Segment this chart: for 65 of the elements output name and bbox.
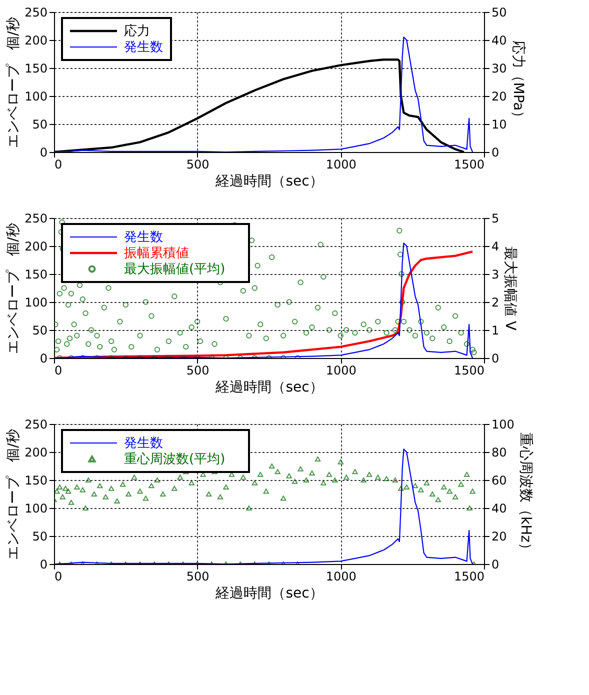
y2-tick-label: 40 bbox=[492, 502, 507, 516]
y2-tick-label: 40 bbox=[492, 34, 507, 48]
y2-tick-label: 3 bbox=[492, 268, 500, 282]
y2-tick-label: 1 bbox=[492, 324, 500, 338]
y2-tick-label: 60 bbox=[492, 474, 507, 488]
y-tick-label: 0 bbox=[40, 146, 48, 160]
y-tick-label: 250 bbox=[24, 6, 48, 20]
y2-tick-label: 10 bbox=[492, 118, 507, 132]
x-tick-label: 1500 bbox=[454, 158, 484, 172]
legend-label: 応力 bbox=[124, 23, 150, 39]
y-tick-label: 250 bbox=[24, 418, 48, 432]
y-tick-label: 0 bbox=[40, 352, 48, 366]
legend-label: 最大振幅値(平均) bbox=[124, 262, 226, 277]
x-tick-label: 1000 bbox=[326, 158, 356, 172]
legend-label: 発生数 bbox=[124, 436, 163, 451]
y-tick-label: 100 bbox=[24, 296, 48, 310]
x-axis-title: 経過時間（sec） bbox=[214, 586, 324, 602]
x-tick-label: 500 bbox=[186, 158, 210, 172]
y2-tick-label: 0 bbox=[492, 146, 500, 160]
y-tick-label: 200 bbox=[24, 34, 48, 48]
y2-tick-label: 30 bbox=[492, 62, 507, 76]
y2-axis-title: 重心周波数（kHz） bbox=[517, 432, 534, 556]
y2-tick-label: 5 bbox=[492, 212, 500, 226]
y-tick-label: 100 bbox=[24, 90, 48, 104]
y-axis-title: エンベロープ 個/秒 bbox=[6, 17, 22, 148]
x-tick-label: 1000 bbox=[326, 364, 356, 378]
y-tick-label: 150 bbox=[24, 474, 48, 488]
legend-label: 重心周波数(平均) bbox=[124, 451, 226, 467]
y2-tick-label: 2 bbox=[492, 296, 500, 310]
x-tick-label: 500 bbox=[186, 570, 210, 584]
x-tick-label: 0 bbox=[54, 158, 62, 172]
x-tick-label: 0 bbox=[54, 570, 62, 584]
line-series bbox=[54, 36, 474, 152]
y2-tick-label: 50 bbox=[492, 6, 507, 20]
y2-tick-label: 20 bbox=[492, 90, 507, 104]
y2-tick-label: 80 bbox=[492, 446, 507, 460]
y2-axis-title: 最大振幅値 V bbox=[502, 246, 518, 331]
y-tick-label: 50 bbox=[32, 324, 48, 338]
y2-tick-label: 100 bbox=[492, 418, 514, 432]
y-tick-label: 250 bbox=[24, 212, 48, 226]
x-tick-label: 500 bbox=[186, 364, 210, 378]
y-tick-label: 200 bbox=[24, 240, 48, 254]
x-axis-title: 経過時間（sec） bbox=[214, 174, 324, 190]
y-tick-label: 50 bbox=[32, 118, 48, 132]
x-tick-label: 1500 bbox=[454, 570, 484, 584]
y2-tick-label: 0 bbox=[492, 352, 500, 366]
x-tick-label: 1000 bbox=[326, 570, 356, 584]
x-tick-label: 0 bbox=[54, 364, 62, 378]
legend-label: 振幅累積値 bbox=[124, 246, 189, 261]
legend-label: 発生数 bbox=[124, 230, 163, 245]
y2-axis-title: 応力（MPa） bbox=[510, 40, 526, 125]
y-axis-title: エンベロープ 個/秒 bbox=[6, 223, 22, 354]
y-tick-label: 100 bbox=[24, 502, 48, 516]
y2-tick-label: 0 bbox=[492, 558, 500, 572]
y-axis-title: エンベロープ 個/秒 bbox=[6, 429, 22, 560]
y-tick-label: 50 bbox=[32, 530, 48, 544]
y-tick-label: 150 bbox=[24, 62, 48, 76]
y-tick-label: 150 bbox=[24, 268, 48, 282]
x-tick-label: 1500 bbox=[454, 364, 484, 378]
x-axis-title: 経過時間（sec） bbox=[214, 380, 324, 396]
legend-label: 発生数 bbox=[124, 40, 163, 55]
y2-tick-label: 4 bbox=[492, 240, 500, 254]
y2-tick-label: 20 bbox=[492, 530, 507, 544]
y-tick-label: 0 bbox=[40, 558, 48, 572]
y-tick-label: 200 bbox=[24, 446, 48, 460]
